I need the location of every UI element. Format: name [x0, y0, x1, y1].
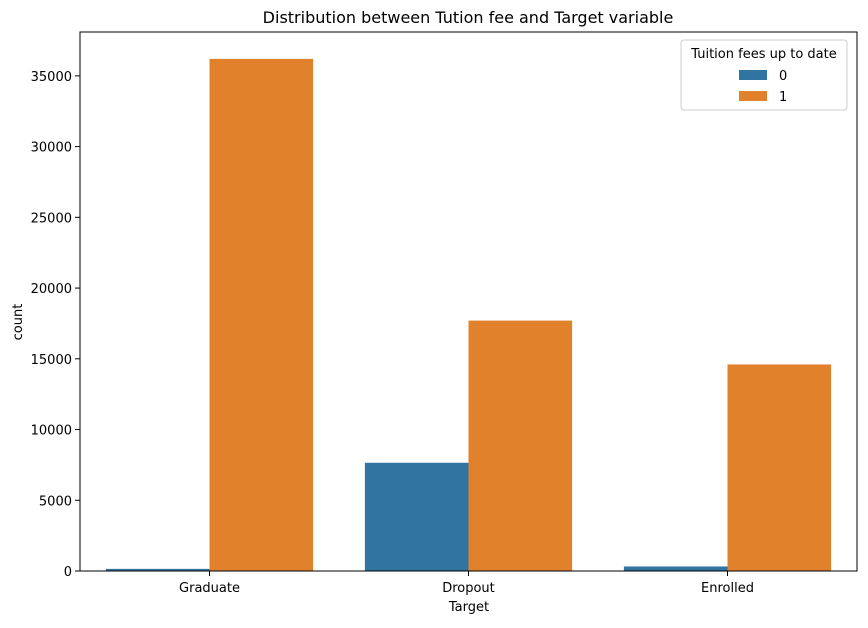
legend-swatch-0	[739, 70, 767, 80]
y-tick-label: 5000	[39, 494, 72, 509]
y-tick-label: 0	[64, 565, 72, 580]
y-tick-label: 35000	[31, 70, 72, 85]
bar-dropout-series-1	[468, 320, 573, 571]
x-tick-label: Enrolled	[701, 581, 754, 596]
y-tick-label: 20000	[31, 282, 72, 297]
legend-title: Tuition fees up to date	[690, 47, 836, 62]
bar-enrolled-series-0	[623, 566, 728, 571]
legend-swatch-1	[739, 91, 767, 101]
y-tick-label: 30000	[31, 141, 72, 156]
bar-enrolled-series-1	[727, 364, 832, 571]
chart-title: Distribution between Tution fee and Targ…	[263, 8, 674, 27]
bar-graduate-series-1	[209, 58, 314, 571]
y-axis-label: count	[11, 304, 26, 341]
x-tick-label: Graduate	[179, 581, 240, 596]
bar-graduate-series-0	[105, 568, 210, 571]
bar-dropout-series-0	[364, 462, 469, 571]
legend-label-1: 1	[779, 90, 787, 105]
legend-label-0: 0	[779, 69, 787, 84]
x-tick-label: Dropout	[442, 581, 495, 596]
legend: Tuition fees up to date 0 1	[680, 39, 848, 111]
y-tick-label: 25000	[31, 211, 72, 226]
x-axis-label: Target	[448, 600, 489, 615]
y-tick-label: 15000	[31, 353, 72, 368]
y-tick-label: 10000	[31, 424, 72, 439]
plot-frame	[79, 31, 858, 572]
